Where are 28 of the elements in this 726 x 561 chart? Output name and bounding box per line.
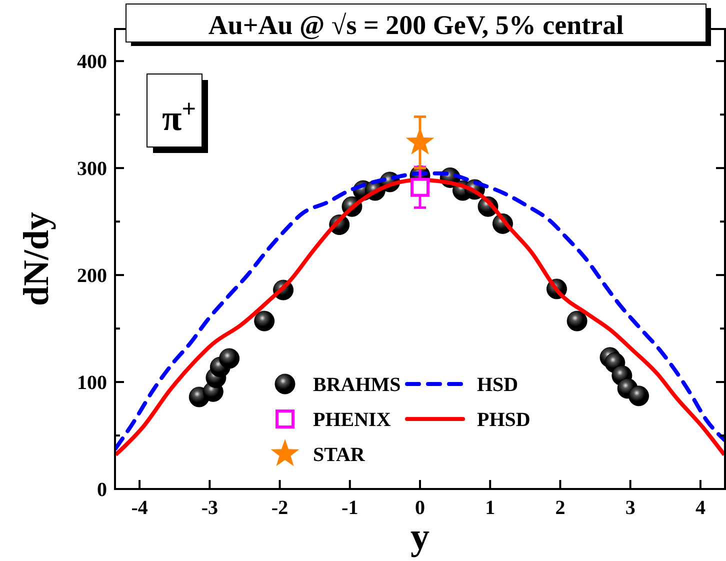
x-tick-label: -4 (131, 497, 148, 519)
x-tick-label: -2 (271, 497, 288, 519)
x-tick-label: 4 (695, 497, 706, 519)
legend-label: PHSD (477, 409, 530, 431)
point (219, 348, 240, 369)
legend-label: HSD (477, 374, 518, 396)
x-tick-label: -1 (342, 497, 358, 519)
chart-title: Au+Au @ √s = 200 GeV, 5% central (208, 10, 624, 40)
x-axis-title: y (410, 516, 430, 558)
x-tick-label: 3 (625, 497, 636, 519)
x-tick-label: -3 (201, 497, 218, 519)
y-tick-label: 400 (77, 51, 107, 74)
x-tick-label: 2 (555, 497, 566, 519)
point (628, 386, 650, 406)
legend-label: BRAHMS (313, 374, 401, 396)
y-tick-label: 200 (77, 265, 107, 288)
y-tick-label: 0 (97, 479, 107, 501)
legend-label: PHENIX (313, 409, 392, 431)
annotation: π$^{+}$ (162, 96, 196, 138)
point (254, 310, 275, 332)
y-tick-label: 300 (77, 158, 107, 180)
point (410, 178, 430, 197)
x-tick-label: 0 (415, 497, 425, 519)
y-axis-title: dN/dy (16, 212, 56, 306)
x-tick-label: 1 (485, 497, 496, 519)
y-tick-label: 100 (77, 372, 107, 394)
legend-label: STAR (313, 444, 366, 466)
point (566, 310, 588, 332)
